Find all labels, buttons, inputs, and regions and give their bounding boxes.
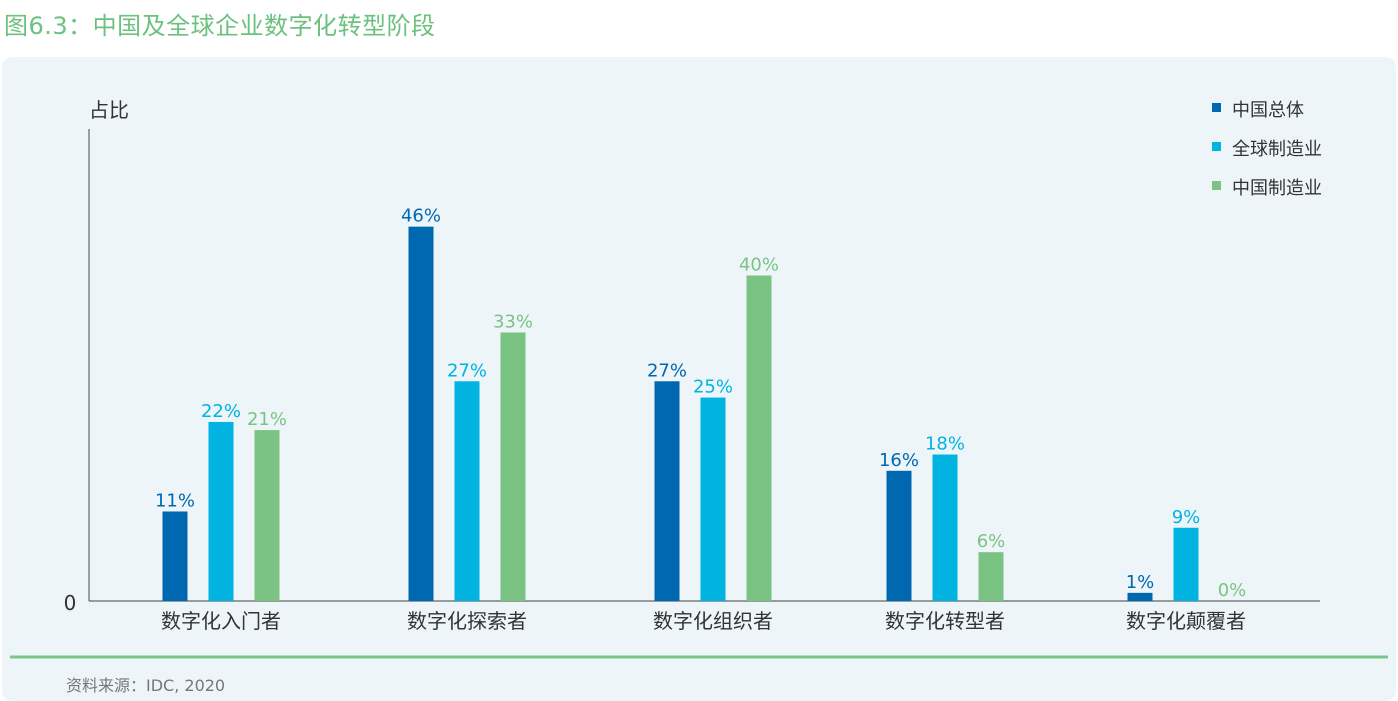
x-tick-label: 数字化入门者 [161, 609, 281, 633]
legend-label: 中国制造业 [1232, 178, 1322, 199]
x-tick-label: 数字化组织者 [653, 609, 773, 633]
bar-2-3 [700, 397, 726, 601]
figure-title: 图6.3：中国及全球企业数字化转型阶段 [4, 12, 436, 40]
data-label: 0% [1218, 580, 1247, 601]
bar-1-4 [886, 470, 912, 601]
legend-swatch [1212, 103, 1221, 112]
x-tick-label: 数字化转型者 [885, 609, 1005, 633]
bar-3-1 [254, 430, 280, 601]
data-label: 46% [401, 206, 441, 227]
bar-2-2 [454, 381, 480, 601]
bar-1-5 [1127, 592, 1153, 601]
data-label: 27% [447, 360, 487, 381]
y-tick-label: 0 [64, 591, 77, 615]
legend-swatch [1212, 142, 1221, 151]
legend-swatch [1212, 181, 1221, 190]
bar-2-4 [932, 454, 958, 601]
data-label: 27% [647, 360, 687, 381]
data-label: 9% [1172, 507, 1201, 528]
source-note: 资料来源：IDC, 2020 [66, 676, 226, 695]
bar-3-3 [746, 275, 772, 601]
data-label: 33% [493, 311, 533, 332]
bar-1-3 [654, 381, 680, 601]
x-tick-label: 数字化颠覆者 [1126, 609, 1246, 633]
bar-3-2 [500, 332, 526, 601]
data-label: 16% [879, 450, 919, 471]
bar-1-2 [408, 226, 434, 602]
bars-layer: 11% 22% 21% 数字化入门者 46% 27% 33% 数字化探索者 27% 25% 40% 数… [155, 206, 1246, 633]
data-label: 40% [739, 254, 779, 275]
data-label: 6% [977, 531, 1006, 552]
data-label: 22% [201, 401, 241, 422]
y-axis-label: 占比 [89, 98, 129, 122]
bar-3-4 [978, 552, 1004, 601]
chart-panel [2, 57, 1396, 701]
legend-label: 全球制造业 [1232, 139, 1322, 160]
legend-label: 中国总体 [1232, 100, 1304, 121]
bar-1-1 [162, 511, 188, 601]
data-label: 25% [693, 377, 733, 398]
x-tick-label: 数字化探索者 [407, 609, 527, 633]
data-label: 1% [1126, 572, 1155, 593]
data-label: 18% [925, 434, 965, 455]
data-label: 21% [247, 409, 287, 430]
bar-2-1 [208, 421, 234, 601]
data-label: 11% [155, 490, 195, 511]
bar-2-5 [1173, 527, 1199, 601]
